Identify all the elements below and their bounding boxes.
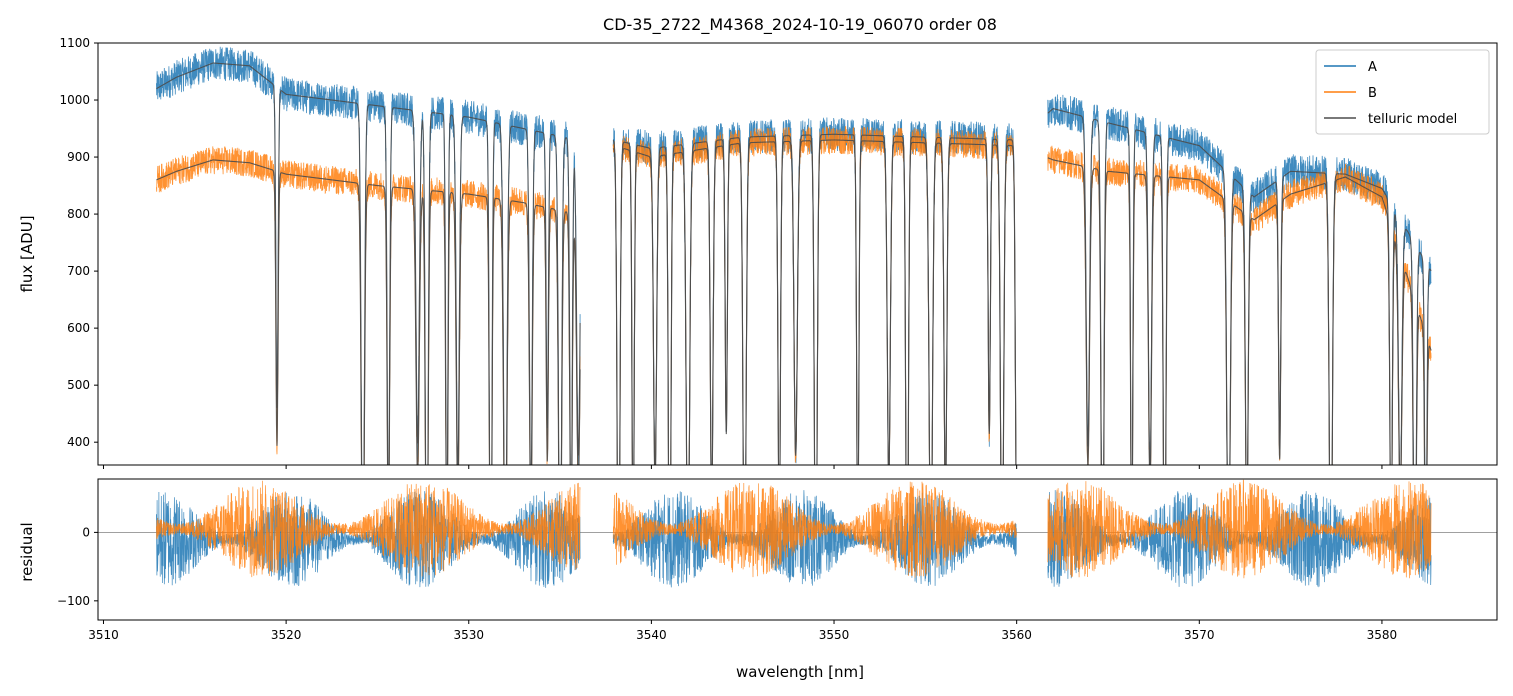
flux-y-tick-label: 500	[67, 378, 90, 392]
residual-b-line	[156, 479, 1432, 579]
x-axis-label: wavelength [nm]	[736, 663, 864, 681]
residual-axes-frame	[97, 478, 1498, 621]
flux-y-tick-label: 600	[67, 321, 90, 335]
residual-y-axis-label: residual	[18, 522, 36, 581]
flux-y-tick-label: 1100	[59, 36, 90, 50]
residual-y-tick-label: −100	[57, 594, 90, 608]
residual-panel: −100 0 3510 3520 3530 3540 3550 3560 3570 3580 r…	[18, 478, 1498, 681]
residual-x-tick-label: 3570	[1184, 628, 1215, 642]
flux-y-tick-label: 800	[67, 207, 90, 221]
flux-panel: 400 500 600 700 800 900 1000 1100 flux [ADU] A …	[18, 36, 1498, 469]
residual-y-tick-label: 0	[82, 525, 90, 539]
residual-x-tick-label: 3560	[1001, 628, 1032, 642]
flux-y-axis-label: flux [ADU]	[18, 215, 36, 292]
residual-x-tick-label: 3540	[636, 628, 667, 642]
legend-box	[1315, 49, 1490, 135]
residual-x-tick-label: 3520	[271, 628, 302, 642]
residual-x-tick-label: 3510	[88, 628, 119, 642]
legend-label-telluric: telluric model	[1368, 112, 1457, 127]
residual-x-tick-label: 3530	[453, 628, 484, 642]
legend-label-b: B	[1368, 86, 1377, 101]
flux-y-tick-label: 400	[67, 435, 90, 449]
flux-y-tick-label: 900	[67, 150, 90, 164]
legend: A B telluric model	[1315, 49, 1490, 135]
residual-x-tick-label: 3580	[1367, 628, 1398, 642]
legend-label-a: A	[1368, 60, 1377, 75]
flux-y-tick-label: 700	[67, 264, 90, 278]
flux-axes-frame	[97, 42, 1498, 466]
telluric-model-b-line	[156, 139, 1432, 465]
flux-y-tick-label: 1000	[59, 93, 90, 107]
chart-title: CD-35_2722_M4368_2024-10-19_06070 order …	[603, 15, 997, 35]
residual-x-tick-label: 3550	[819, 628, 850, 642]
